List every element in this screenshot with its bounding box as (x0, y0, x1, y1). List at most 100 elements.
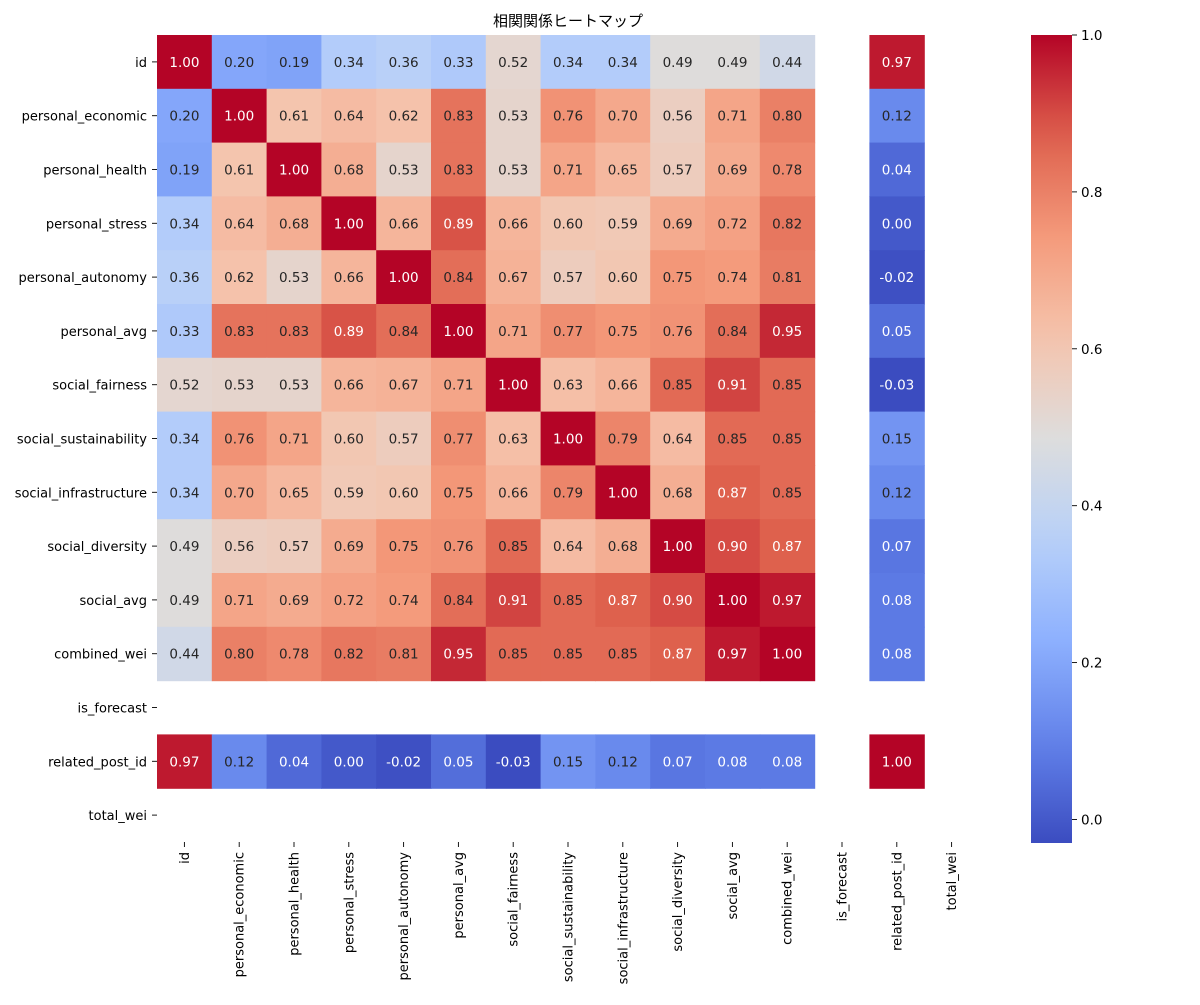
cell-value-label: 0.84 (389, 324, 419, 340)
cell-value-label: 0.07 (663, 754, 693, 770)
cell-value-label: 0.77 (443, 432, 473, 448)
cell-value-label: 0.76 (553, 109, 583, 125)
y-tick-label: combined_wei (54, 648, 147, 663)
cell-value-label: 0.85 (498, 647, 528, 663)
heatmap-cell (211, 250, 268, 305)
heatmap-cell (211, 142, 268, 197)
cell-value-label: 0.52 (169, 378, 199, 394)
heatmap-cell (869, 573, 925, 628)
heatmap-cell (431, 142, 487, 197)
colorbar-gradient (1031, 35, 1072, 843)
cell-value-label: 0.65 (279, 485, 309, 501)
cell-value-label: 1.00 (608, 485, 638, 501)
heatmap-cell (595, 411, 651, 466)
cell-value-label: 1.00 (882, 754, 912, 770)
heatmap-cell (869, 250, 925, 305)
heatmap-cell (705, 304, 761, 359)
cell-value-label: 0.81 (389, 647, 419, 663)
cell-value-label: 0.20 (169, 109, 199, 125)
heatmap-cell (431, 35, 487, 90)
heatmap-cell (705, 734, 761, 789)
cell-value-label: 0.85 (772, 378, 802, 394)
cell-value-label: 0.75 (389, 539, 419, 555)
heatmap-cell (157, 626, 213, 682)
cell-value-label: 0.84 (443, 593, 473, 609)
heatmap-cell (376, 519, 432, 574)
cell-value-label: 0.33 (443, 55, 473, 71)
heatmap-cell (595, 626, 651, 682)
heatmap-cell (595, 357, 651, 413)
heatmap-cell (869, 88, 925, 144)
cell-value-label: 0.34 (169, 216, 199, 232)
heatmap-cell (705, 35, 761, 90)
heatmap-cell (759, 626, 816, 682)
heatmap-cell (157, 411, 213, 466)
heatmap-cell (157, 142, 213, 197)
heatmap-cell (321, 142, 377, 197)
heatmap-cell (157, 573, 213, 628)
cell-value-label: 1.00 (279, 163, 309, 179)
cell-value-label: 0.66 (334, 378, 364, 394)
cell-value-label: 0.76 (224, 432, 254, 448)
heatmap-cell (266, 304, 322, 359)
cell-value-label: 0.62 (224, 270, 254, 286)
y-tick-label: id (135, 56, 147, 71)
cell-value-label: 0.63 (553, 378, 583, 394)
heatmap-cell (650, 88, 706, 144)
cell-value-label: 0.64 (224, 216, 254, 232)
colorbar: 0.0 0.2 0.4 0.6 0.8 1.0 (1031, 28, 1102, 843)
cell-value-label: 0.66 (389, 216, 419, 232)
cell-value-label: 0.57 (279, 539, 309, 555)
heatmap-cell (759, 411, 816, 466)
cell-value-label: 0.34 (553, 55, 583, 71)
cell-value-label: 0.59 (334, 485, 364, 501)
y-tick-label: social_avg (80, 594, 147, 609)
cell-value-label: 0.08 (772, 754, 802, 770)
heatmap-cell (431, 88, 487, 144)
cell-value-label: 0.83 (443, 109, 473, 125)
cell-value-label: 0.71 (717, 109, 747, 125)
cell-value-label: 0.67 (498, 270, 528, 286)
cell-value-label: 0.78 (772, 163, 802, 179)
heatmap-cell (266, 519, 322, 574)
cell-value-label: 0.62 (389, 109, 419, 125)
heatmap-cell (759, 573, 816, 628)
cell-value-label: 0.68 (334, 163, 364, 179)
heatmap-cell (321, 573, 377, 628)
cell-value-label: 0.72 (334, 593, 364, 609)
cell-value-label: 0.53 (279, 270, 309, 286)
cell-value-label: 0.82 (334, 647, 364, 663)
heatmap-cell (266, 357, 322, 413)
heatmap-cell (376, 465, 432, 520)
heatmap-cell (376, 626, 432, 682)
cell-value-label: 0.85 (772, 432, 802, 448)
heatmap-cell (869, 626, 925, 682)
cell-value-label: 0.69 (334, 539, 364, 555)
colorbar-tick-label: 0.0 (1081, 812, 1102, 828)
cell-value-label: 0.04 (279, 754, 309, 770)
cell-value-label: 0.70 (608, 109, 638, 125)
cell-value-label: 0.05 (443, 754, 473, 770)
cell-value-label: 0.12 (882, 485, 912, 501)
heatmap-cell (211, 734, 268, 789)
cell-value-label: 0.72 (717, 216, 747, 232)
heatmap-cell (157, 35, 213, 90)
cell-value-label: 0.91 (498, 593, 528, 609)
heatmap-cell (431, 626, 487, 682)
heatmap-cell (650, 626, 706, 682)
heatmap-cell (540, 465, 596, 520)
heatmap-cell (869, 519, 925, 574)
heatmap-cell (157, 465, 213, 520)
heatmap-cell (869, 196, 925, 251)
cell-value-label: 0.34 (608, 55, 638, 71)
cell-value-label: 0.61 (279, 109, 309, 125)
heatmap-cell (211, 626, 268, 682)
heatmap-cell (376, 357, 432, 413)
heatmap-cell (157, 519, 213, 574)
cell-value-label: 0.83 (443, 163, 473, 179)
heatmap-cell (321, 88, 377, 144)
heatmap-cell (705, 573, 761, 628)
y-tick-label: social_infrastructure (15, 486, 147, 501)
heatmap-cell (595, 250, 651, 305)
